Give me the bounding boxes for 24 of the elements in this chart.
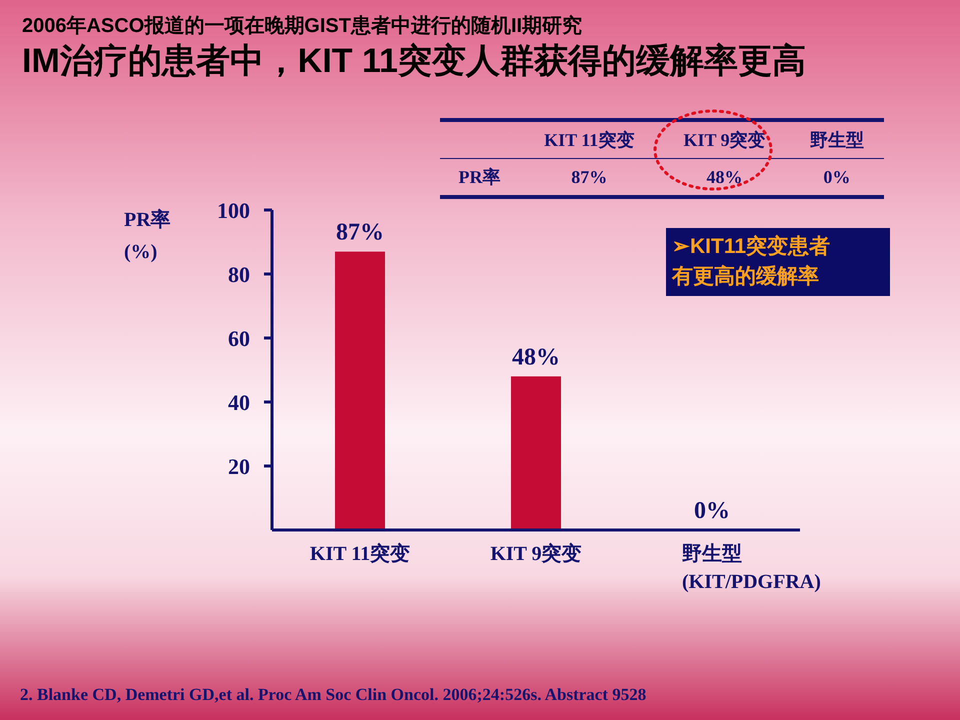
data-label: 48% <box>512 344 560 370</box>
text: 87% <box>570 166 608 188</box>
x-tick-label: KIT 11突变 <box>310 542 410 565</box>
y-tick-label: 100 <box>217 198 250 223</box>
text: 48% <box>706 166 744 188</box>
text: KIT 9突变 <box>682 129 767 152</box>
data-label: 87% <box>336 220 384 246</box>
x-tick-label: KIT 9突变 <box>490 542 582 565</box>
text: 野生型 <box>808 129 865 152</box>
chart-title: IM治疗的患者中，KIT 11突变人群获得的缓解率更高 <box>22 41 806 82</box>
y-tick-label: 80 <box>228 262 250 287</box>
text: KIT 11突变 <box>543 129 636 152</box>
text: 0% <box>822 166 852 188</box>
y-tick-label: 20 <box>228 454 250 479</box>
chart-subtitle: 2006年ASCO报道的一项在晚期GIST患者中进行的随机II期研究 <box>22 14 582 39</box>
annotation: ➢KIT11突变患者有更高的缓解率 <box>672 234 832 290</box>
y-tick-label: 60 <box>228 326 250 351</box>
text: PR率 <box>458 166 502 189</box>
text: 2. Blanke CD, Demetri GD,et al. Proc Am Soc Clin Oncol. 2006;24:526s. Abstract 9528 <box>20 685 646 705</box>
x-tick-label: 野生型 (KIT/PDGFRA) <box>682 543 821 593</box>
y-axis-title: PR率 (%) <box>124 208 171 265</box>
y-tick-label: 40 <box>228 390 250 415</box>
annotation: 0% <box>694 498 730 524</box>
callout-box: ➢KIT11突变患者有更高的缓解率 <box>666 228 890 296</box>
